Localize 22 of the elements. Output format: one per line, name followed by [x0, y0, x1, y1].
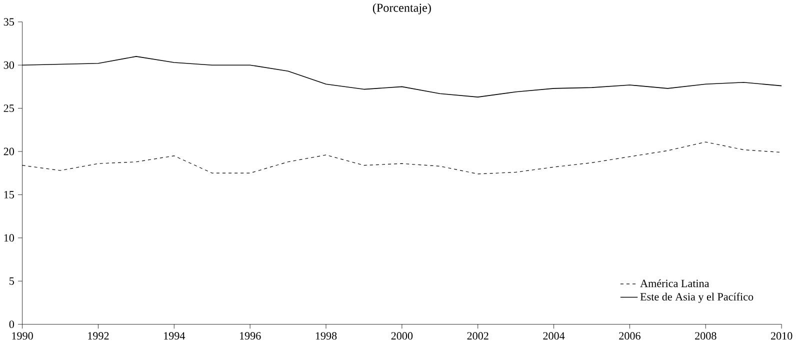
x-tick-label: 1994: [164, 332, 186, 340]
x-tick-label: 2010: [770, 332, 792, 340]
chart-title: (Porcentaje): [372, 3, 431, 14]
y-tick-label: 20: [4, 148, 14, 156]
y-tick-label: 15: [4, 190, 14, 198]
y-tick-label: 35: [4, 18, 14, 26]
legend-label: Este de Asia y el Pacífico: [640, 292, 754, 303]
y-tick-label: 25: [4, 104, 14, 112]
y-tick-label: 0: [9, 320, 14, 328]
x-tick-label: 2006: [619, 332, 640, 340]
y-tick-label: 5: [10, 277, 14, 285]
x-tick-label: 1996: [240, 332, 261, 340]
y-tick-label: 30: [4, 61, 14, 69]
x-tick-label: 2000: [391, 332, 413, 340]
x-tick-label: 2008: [695, 332, 716, 340]
x-tick-label: 2004: [543, 332, 565, 340]
x-tick-label: 1998: [316, 332, 337, 340]
y-tick-label: 10: [4, 234, 14, 242]
x-tick-label: 2002: [467, 332, 488, 340]
x-tick-label: 1990: [12, 332, 33, 340]
legend-label: América Latina: [640, 279, 710, 288]
x-tick-label: 1992: [88, 332, 109, 340]
